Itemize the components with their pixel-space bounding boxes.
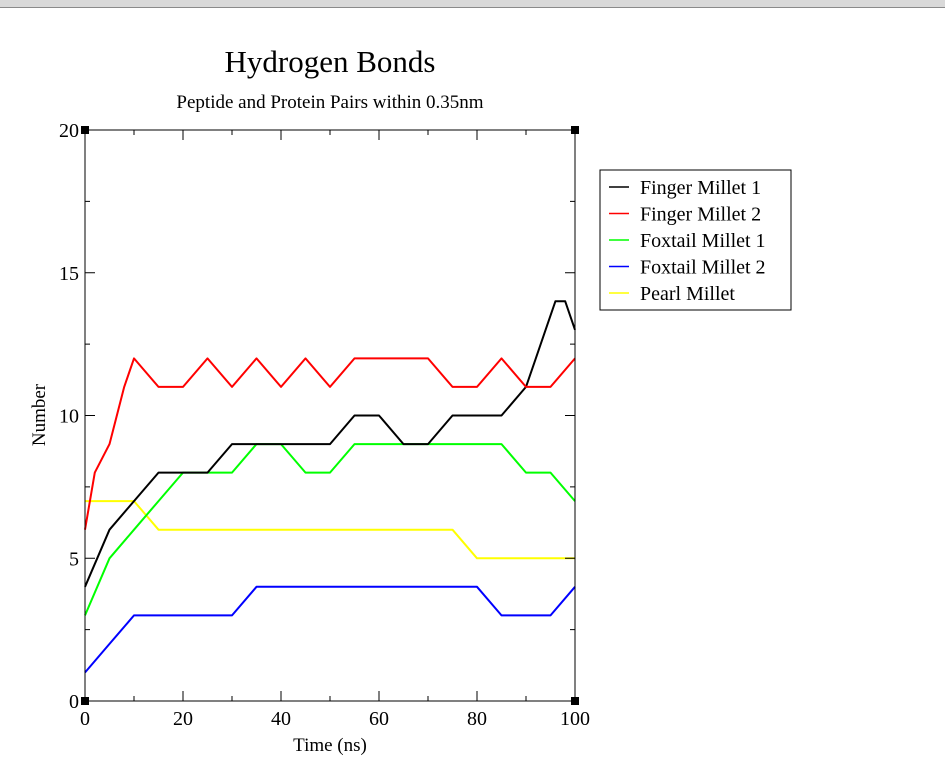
legend-label-foxtail-millet-2: Foxtail Millet 2 bbox=[640, 257, 766, 279]
series-line-foxtail-millet-2 bbox=[84, 585, 576, 674]
x-tick-label: 60 bbox=[369, 708, 389, 730]
legend: Finger Millet 1 Finger Millet 2 Foxtail Mi… bbox=[599, 169, 792, 311]
legend-label-pearl-millet: Pearl Millet bbox=[640, 283, 735, 305]
x-tick-label: 80 bbox=[467, 708, 487, 730]
corner-handle[interactable] bbox=[81, 126, 89, 134]
series-line-finger-millet-1 bbox=[84, 300, 576, 588]
y-tick-label: 0 bbox=[69, 691, 79, 713]
series-line-pearl-millet bbox=[85, 500, 575, 560]
x-axis-label: Time (ns) bbox=[293, 735, 367, 756]
legend-box bbox=[599, 169, 792, 311]
series-line-finger-millet-2 bbox=[84, 357, 576, 530]
y-axis-label: Number bbox=[29, 383, 50, 446]
corner-handle[interactable] bbox=[571, 126, 579, 134]
legend-label-foxtail-millet-1: Foxtail Millet 1 bbox=[640, 230, 766, 252]
y-tick-label: 15 bbox=[59, 263, 79, 285]
x-tick-label: 100 bbox=[560, 708, 590, 730]
y-tick-label: 10 bbox=[59, 406, 79, 428]
y-tick-label: 5 bbox=[69, 548, 79, 570]
corner-handle[interactable] bbox=[81, 697, 89, 705]
chart-title: Hydrogen Bonds bbox=[225, 44, 436, 79]
series-layer bbox=[84, 300, 576, 674]
window-top-bar bbox=[0, 0, 945, 8]
legend-label-finger-millet-2: Finger Millet 2 bbox=[640, 204, 761, 226]
x-tick-label: 0 bbox=[80, 708, 90, 730]
x-tick-label: 40 bbox=[271, 708, 291, 730]
legend-label-finger-millet-1: Finger Millet 1 bbox=[640, 177, 761, 199]
y-tick-label: 20 bbox=[59, 120, 79, 142]
axis-layer: 0 20 40 60 80 100 0 5 10 15 20 bbox=[59, 120, 590, 730]
x-tick-label: 20 bbox=[173, 708, 193, 730]
series-line-foxtail-millet-1 bbox=[84, 443, 576, 616]
corner-handle[interactable] bbox=[571, 697, 579, 705]
chart-subtitle: Peptide and Protein Pairs within 0.35nm bbox=[176, 92, 483, 113]
